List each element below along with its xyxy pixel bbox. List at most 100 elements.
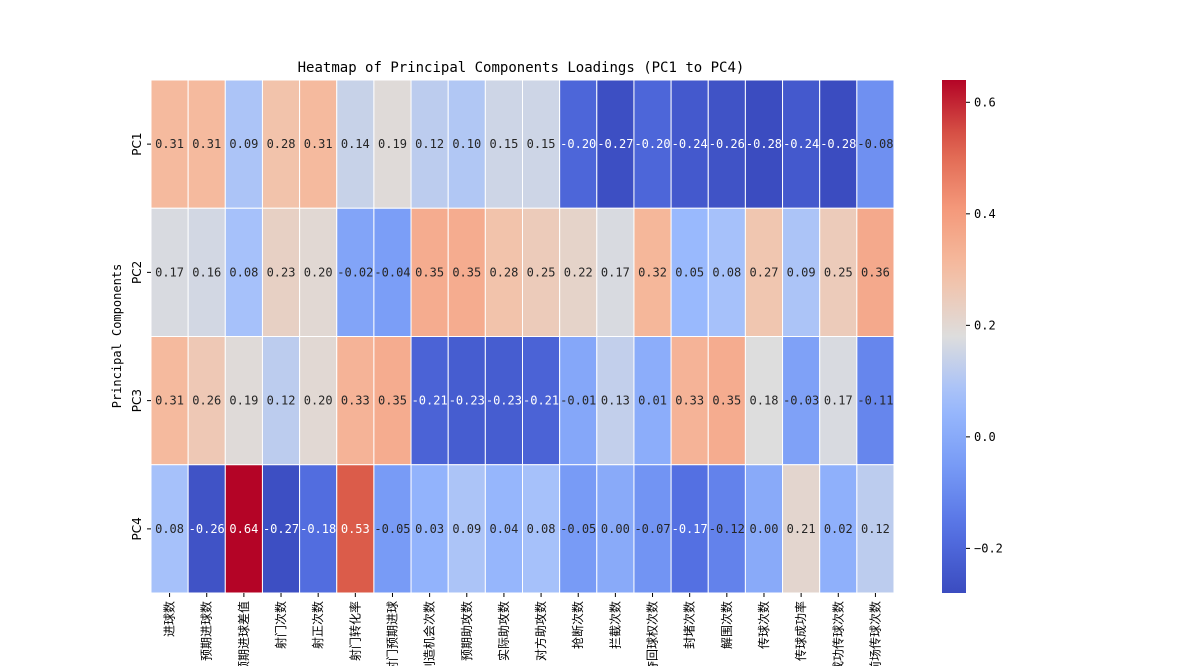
cell-value-label: 0.01 (638, 394, 667, 408)
cell-value-label: 0.25 (824, 265, 853, 279)
heatmap-cell (187, 79, 226, 209)
cell-value-label: 0.00 (601, 522, 630, 536)
cell-value-label: -0.08 (857, 137, 893, 151)
cell-value-label: -0.28 (820, 137, 856, 151)
colorbar-gradient (942, 80, 966, 593)
heatmap-cell (150, 207, 189, 337)
colorbar-tick-label: −0.2 (974, 541, 1003, 555)
heatmap-cell (559, 79, 598, 209)
cell-value-label: 0.19 (378, 137, 407, 151)
cell-value-label: -0.23 (449, 394, 485, 408)
cell-value-label: -0.07 (634, 522, 670, 536)
cell-value-label: -0.24 (672, 137, 708, 151)
colorbar-tick-label: 0.4 (974, 207, 996, 221)
y-tick-label: PC2 (130, 261, 144, 284)
x-tick-label: 实际助攻数 (496, 601, 511, 661)
heatmap-cell (484, 336, 524, 466)
cell-value-label: -0.04 (374, 265, 410, 279)
x-tick-label: 射正次数 (310, 601, 325, 649)
cell-value-label: 0.03 (415, 522, 444, 536)
heatmap-cell (224, 336, 263, 466)
cell-value-label: -0.24 (783, 137, 819, 151)
x-tick-label: 解围次数 (719, 601, 734, 649)
cell-value-label: 0.36 (861, 265, 890, 279)
cell-value-label: 0.35 (712, 394, 741, 408)
cell-value-label: -0.26 (189, 522, 225, 536)
cell-value-label: 0.15 (527, 137, 556, 151)
heatmap-cell (782, 464, 821, 594)
cell-value-label: 0.15 (489, 137, 518, 151)
heatmap-cell (410, 464, 449, 594)
cell-value-label: 0.31 (155, 394, 184, 408)
x-tick-label: 射门预期进球 (384, 601, 399, 666)
heatmap-cell (633, 464, 672, 594)
x-tick-label: 夺回球权次数 (645, 601, 660, 666)
cell-value-label: -0.03 (783, 394, 819, 408)
colorbar-tick-label: 0.0 (974, 430, 996, 444)
heatmap-cell (373, 336, 412, 466)
heatmap-cell (336, 464, 375, 594)
cell-value-label: -0.02 (337, 265, 373, 279)
cell-value-label: -0.11 (857, 394, 893, 408)
cell-value-label: 0.09 (229, 137, 258, 151)
cell-value-label: 0.08 (229, 265, 258, 279)
heatmap-cell (707, 336, 746, 466)
cell-value-label: 0.25 (527, 265, 556, 279)
cell-value-label: 0.08 (712, 265, 741, 279)
cell-value-label: 0.35 (378, 394, 407, 408)
cell-value-label: 0.31 (304, 137, 333, 151)
x-tick-label: 封堵次数 (682, 601, 697, 649)
cell-value-label: -0.26 (709, 137, 745, 151)
cell-value-label: 0.31 (155, 137, 184, 151)
cell-value-label: 0.35 (452, 265, 481, 279)
heatmap-cell (633, 336, 672, 466)
cell-value-label: -0.23 (486, 394, 522, 408)
cell-value-label: -0.27 (597, 137, 633, 151)
heatmap-cell (670, 336, 709, 466)
cell-value-label: 0.33 (341, 394, 370, 408)
heatmap-cell (707, 207, 746, 337)
cell-value-label: -0.28 (746, 137, 782, 151)
y-tick-label: PC1 (130, 133, 144, 156)
cell-value-label: -0.05 (374, 522, 410, 536)
cell-value-label: 0.14 (341, 137, 370, 151)
x-tick-label: 对方助攻数 (533, 601, 548, 661)
heatmap-cell (261, 464, 301, 594)
colorbar-tick-label: 0.2 (974, 318, 996, 332)
cell-value-label: 0.64 (229, 522, 258, 536)
cell-value-label: 0.28 (489, 265, 518, 279)
heatmap-cell (187, 336, 226, 466)
heatmap-cell (559, 464, 598, 594)
cell-value-label: 0.53 (341, 522, 370, 536)
cell-value-label: -0.21 (412, 394, 448, 408)
x-tick-label: 射门转化率 (347, 601, 362, 661)
cell-value-label: 0.23 (267, 265, 296, 279)
colorbar-tick-label: 0.6 (974, 95, 996, 109)
cell-value-label: 0.17 (824, 394, 853, 408)
cell-value-label: -0.12 (709, 522, 745, 536)
heatmap-cell (744, 79, 784, 209)
cell-value-label: 0.27 (750, 265, 779, 279)
cell-value-label: 0.17 (601, 265, 630, 279)
heatmap-cell (633, 79, 672, 209)
cell-value-label: 0.20 (304, 265, 333, 279)
heatmap-cell (336, 336, 375, 466)
cell-value-label: 0.16 (192, 265, 221, 279)
heatmap-cell (819, 207, 858, 337)
cell-value-label: 0.18 (750, 394, 779, 408)
cell-value-label: 0.08 (527, 522, 556, 536)
heatmap-cell (373, 464, 412, 594)
cell-value-label: 0.31 (192, 137, 221, 151)
heatmap-cell (336, 79, 375, 209)
cell-value-label: 0.02 (824, 522, 853, 536)
x-tick-labels: 进球数 预期进球数 预期进球差值 射门次数 射正次数 射门转化率 射门预期进球 创造机会次数 预… (162, 593, 882, 666)
x-tick-label: 前场传球次数 (867, 601, 882, 666)
cell-value-label: -0.20 (560, 137, 596, 151)
cell-value-label: 0.28 (267, 137, 296, 151)
heatmap-cell (484, 79, 524, 209)
heatmap-cell (447, 464, 486, 594)
colorbar-ticks: −0.2 0.0 0.2 0.4 0.6 (966, 95, 1003, 555)
cell-value-label: 0.12 (861, 522, 890, 536)
cell-value-label: 0.22 (564, 265, 593, 279)
